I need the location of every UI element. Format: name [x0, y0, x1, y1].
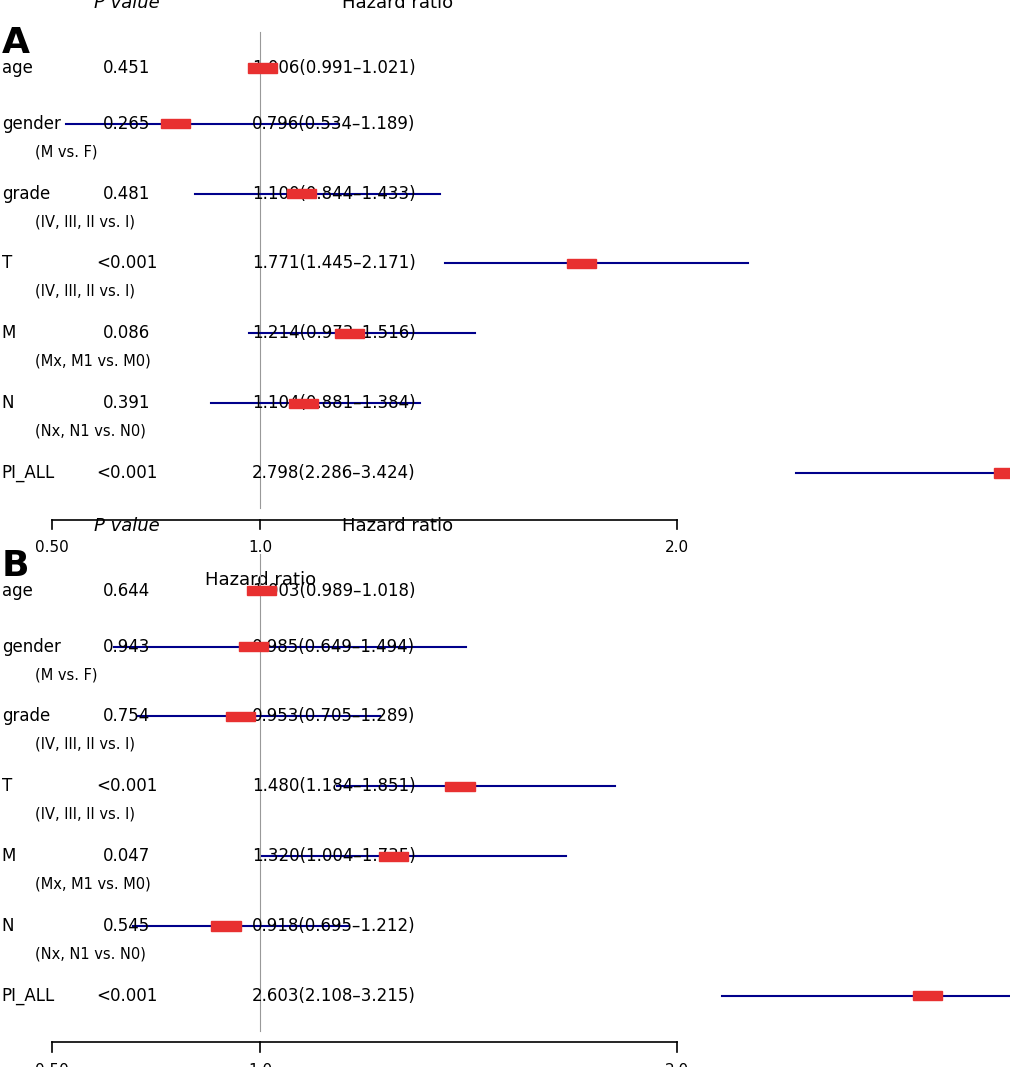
FancyBboxPatch shape — [567, 259, 595, 268]
Text: (IV, III, II vs. I): (IV, III, II vs. I) — [35, 284, 136, 299]
FancyBboxPatch shape — [445, 782, 474, 791]
Text: 1.0: 1.0 — [248, 1064, 272, 1067]
Text: 0.953(0.705–1.289): 0.953(0.705–1.289) — [252, 707, 415, 726]
Text: 1.320(1.004–1.735): 1.320(1.004–1.735) — [252, 847, 415, 865]
Text: 0.985(0.649–1.494): 0.985(0.649–1.494) — [252, 638, 415, 655]
Text: age: age — [2, 582, 33, 600]
Text: (Nx, N1 vs. N0): (Nx, N1 vs. N0) — [35, 946, 146, 961]
Text: <0.001: <0.001 — [96, 777, 157, 795]
Text: 0.047: 0.047 — [103, 847, 150, 865]
Text: 0.545: 0.545 — [103, 917, 150, 935]
Text: (Mx, M1 vs. M0): (Mx, M1 vs. M0) — [35, 354, 151, 369]
Text: (IV, III, II vs. I): (IV, III, II vs. I) — [35, 214, 136, 229]
FancyBboxPatch shape — [912, 991, 942, 1001]
FancyBboxPatch shape — [160, 120, 190, 128]
Text: 1.214(0.973–1.516): 1.214(0.973–1.516) — [252, 324, 415, 343]
Text: N: N — [2, 394, 14, 412]
Text: (Nx, N1 vs. N0): (Nx, N1 vs. N0) — [35, 424, 146, 439]
Text: M: M — [2, 324, 16, 343]
FancyBboxPatch shape — [334, 329, 364, 338]
FancyBboxPatch shape — [211, 921, 240, 930]
Text: grade: grade — [2, 707, 50, 726]
Text: gender: gender — [2, 638, 61, 655]
Text: 0.754: 0.754 — [103, 707, 150, 726]
Text: 2.603(2.108–3.215): 2.603(2.108–3.215) — [252, 987, 415, 1005]
Text: 0.50: 0.50 — [35, 541, 68, 556]
Text: 0.086: 0.086 — [103, 324, 150, 343]
Text: P value: P value — [94, 516, 160, 535]
Text: 0.391: 0.391 — [103, 394, 151, 412]
Text: P value: P value — [94, 0, 160, 12]
Text: 0.265: 0.265 — [103, 115, 151, 132]
Text: 1.003(0.989–1.018): 1.003(0.989–1.018) — [252, 582, 415, 600]
Text: 0.451: 0.451 — [103, 59, 151, 77]
FancyBboxPatch shape — [226, 712, 255, 721]
Text: (M vs. F): (M vs. F) — [35, 667, 98, 682]
Text: grade: grade — [2, 185, 50, 203]
Text: M: M — [2, 847, 16, 865]
Text: 2.0: 2.0 — [664, 1064, 688, 1067]
FancyBboxPatch shape — [287, 189, 316, 198]
FancyBboxPatch shape — [288, 398, 318, 408]
Text: <0.001: <0.001 — [96, 987, 157, 1005]
Text: gender: gender — [2, 115, 61, 132]
FancyBboxPatch shape — [247, 586, 276, 595]
Text: 2.0: 2.0 — [664, 541, 688, 556]
Text: 0.943: 0.943 — [103, 638, 151, 655]
FancyBboxPatch shape — [248, 63, 277, 73]
Text: PI_ALL: PI_ALL — [2, 987, 55, 1005]
Text: PI_ALL: PI_ALL — [2, 464, 55, 482]
Text: B: B — [2, 548, 30, 583]
FancyBboxPatch shape — [994, 468, 1019, 478]
Text: (Mx, M1 vs. M0): (Mx, M1 vs. M0) — [35, 877, 151, 892]
Text: 1.480(1.184–1.851): 1.480(1.184–1.851) — [252, 777, 415, 795]
Text: 0.796(0.534–1.189): 0.796(0.534–1.189) — [252, 115, 415, 132]
Text: <0.001: <0.001 — [96, 464, 157, 482]
Text: T: T — [2, 254, 12, 272]
FancyBboxPatch shape — [378, 851, 408, 861]
Text: 0.481: 0.481 — [103, 185, 151, 203]
Text: Hazard ratio: Hazard ratio — [205, 571, 315, 589]
Text: 1.104(0.881–1.384): 1.104(0.881–1.384) — [252, 394, 415, 412]
Text: 1.771(1.445–2.171): 1.771(1.445–2.171) — [252, 254, 415, 272]
Text: age: age — [2, 59, 33, 77]
Text: 1.0: 1.0 — [248, 541, 272, 556]
Text: (M vs. F): (M vs. F) — [35, 144, 98, 159]
Text: N: N — [2, 917, 14, 935]
Text: 0.50: 0.50 — [35, 1064, 68, 1067]
Text: A: A — [2, 26, 30, 60]
Text: (IV, III, II vs. I): (IV, III, II vs. I) — [35, 807, 136, 822]
Text: (IV, III, II vs. I): (IV, III, II vs. I) — [35, 737, 136, 752]
Text: 1.006(0.991–1.021): 1.006(0.991–1.021) — [252, 59, 415, 77]
Text: T: T — [2, 777, 12, 795]
Text: 0.918(0.695–1.212): 0.918(0.695–1.212) — [252, 917, 415, 935]
Text: <0.001: <0.001 — [96, 254, 157, 272]
Text: Hazard ratio: Hazard ratio — [341, 516, 452, 535]
Text: Hazard ratio: Hazard ratio — [341, 0, 452, 12]
Text: 1.100(0.844–1.433): 1.100(0.844–1.433) — [252, 185, 415, 203]
Text: 2.798(2.286–3.424): 2.798(2.286–3.424) — [252, 464, 415, 482]
Text: 0.644: 0.644 — [103, 582, 150, 600]
FancyBboxPatch shape — [239, 642, 268, 651]
